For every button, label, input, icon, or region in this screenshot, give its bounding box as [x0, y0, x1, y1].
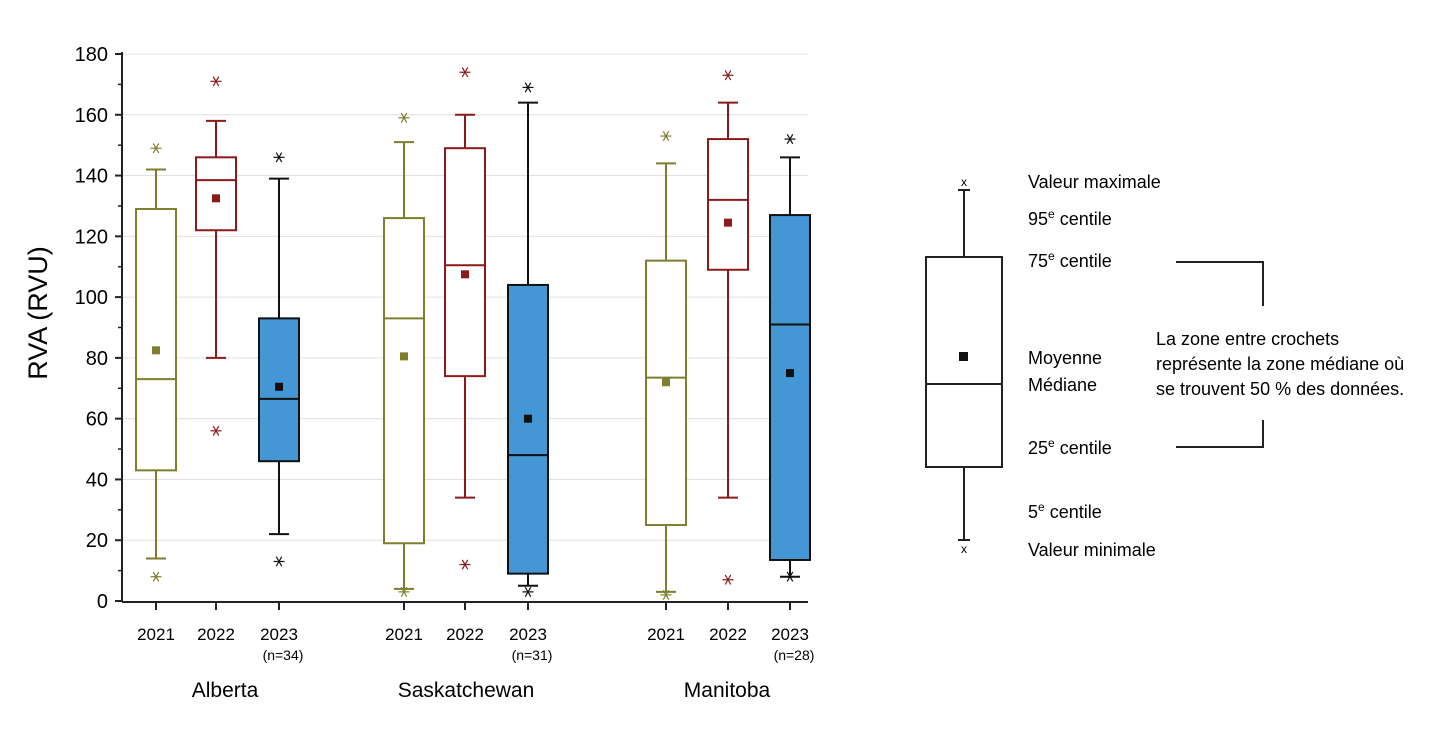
- mean-marker: [461, 270, 469, 279]
- legend-bracket-note-1: La zone entre crochets: [1156, 329, 1339, 349]
- y-tick-label: 140: [75, 166, 108, 188]
- x-tick-label: 2021: [647, 625, 685, 644]
- box-saskatchewan-2022: [444, 67, 486, 570]
- y-tick-label: 0: [97, 591, 108, 613]
- mean-marker: [524, 414, 532, 423]
- box-alberta-2021: [135, 143, 177, 582]
- outlier-marker: [660, 130, 672, 142]
- y-axis-ticks: 0 20 40 60 80 100 120 140 160 180: [75, 44, 122, 613]
- outlier-marker: [398, 112, 410, 123]
- mean-marker: [662, 378, 670, 387]
- x-tick-label: 2022: [446, 625, 484, 644]
- legend: x x Valeur maximale 95e centile 75e cent…: [925, 172, 1404, 560]
- mean-marker: [212, 194, 220, 203]
- outlier-marker: [522, 82, 534, 93]
- outlier-marker: [150, 571, 162, 582]
- outlier-marker: [398, 586, 410, 597]
- legend-bracket-note-2: représente la zone médiane où: [1156, 354, 1404, 374]
- box-saskatchewan-2023: [507, 82, 549, 597]
- outlier-marker: [660, 589, 672, 600]
- box-manitoba-2021: [645, 130, 687, 600]
- group-label: Manitoba: [684, 679, 771, 702]
- legend-max-label: Valeur maximale: [1028, 172, 1161, 192]
- y-axis-label: RVA (RVU): [23, 246, 53, 380]
- x-tick-label: 2023: [771, 625, 809, 644]
- legend-max-marker: x: [961, 175, 967, 189]
- mean-marker: [400, 352, 408, 361]
- legend-p25-label: 25e centile: [1028, 436, 1112, 458]
- box-plots: [135, 67, 811, 600]
- y-tick-label: 40: [86, 469, 108, 491]
- legend-min-marker: x: [961, 542, 967, 556]
- y-tick-label: 20: [86, 530, 108, 552]
- outlier-marker: [210, 76, 222, 87]
- box-manitoba-2022: [707, 70, 749, 585]
- legend-bracket-bottom: [1176, 420, 1264, 448]
- group-label: Saskatchewan: [398, 679, 535, 702]
- x-tick-label: 2021: [137, 625, 175, 644]
- box-alberta-2023: [258, 152, 300, 567]
- outlier-marker: [522, 586, 534, 597]
- sample-size-label: (n=31): [512, 647, 553, 663]
- outlier-marker: [784, 134, 796, 145]
- y-tick-label: 120: [75, 226, 108, 248]
- legend-p75-label: 75e centile: [1028, 249, 1112, 271]
- y-tick-label: 100: [75, 287, 108, 309]
- outlier-marker: [722, 574, 734, 585]
- sample-size-label: (n=34): [263, 647, 304, 663]
- y-tick-label: 60: [86, 409, 108, 431]
- outlier-marker: [784, 571, 796, 582]
- mean-marker: [275, 382, 283, 391]
- x-tick-label: 2022: [709, 625, 747, 644]
- y-tick-label: 80: [86, 348, 108, 370]
- legend-median-label: Médiane: [1028, 375, 1097, 395]
- mean-marker: [152, 346, 160, 355]
- group-label: Alberta: [192, 679, 259, 702]
- outlier-marker: [273, 152, 285, 163]
- mean-marker: [786, 369, 794, 378]
- x-tick-label: 2021: [385, 625, 423, 644]
- legend-bracket-note-3: se trouvent 50 % des données.: [1156, 379, 1404, 399]
- x-axis-labels: 2021 2022 2023 (n=34)Alberta 2021 2022 2023 (n=…: [137, 602, 814, 702]
- outlier-marker: [459, 559, 471, 570]
- y-tick-label: 160: [75, 105, 108, 127]
- sample-size-label: (n=28): [774, 647, 815, 663]
- outlier-marker: [210, 425, 222, 436]
- legend-p5-label: 5e centile: [1028, 500, 1102, 522]
- x-tick-label: 2023: [260, 625, 298, 644]
- legend-bracket-top: [1176, 261, 1264, 306]
- legend-mean-marker: [959, 352, 968, 361]
- outlier-marker: [273, 556, 285, 567]
- legend-min-label: Valeur minimale: [1028, 540, 1156, 560]
- box-saskatchewan-2021: [383, 112, 425, 597]
- y-tick-label: 180: [75, 44, 108, 66]
- legend-p95-label: 95e centile: [1028, 207, 1112, 229]
- outlier-marker: [459, 67, 471, 78]
- x-tick-label: 2022: [197, 625, 235, 644]
- outlier-marker: [722, 70, 734, 81]
- legend-mean-label: Moyenne: [1028, 348, 1102, 368]
- box-alberta-2022: [195, 76, 237, 436]
- outlier-marker: [150, 143, 162, 154]
- mean-marker: [724, 218, 732, 227]
- legend-box: [925, 256, 1003, 468]
- box-manitoba-2023: [769, 134, 811, 582]
- x-tick-label: 2023: [509, 625, 547, 644]
